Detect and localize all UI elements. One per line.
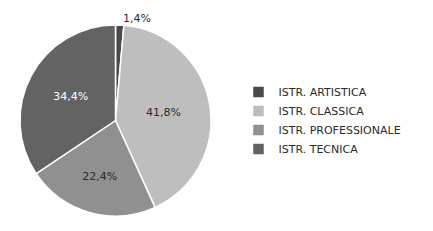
svg-text:1,4%: 1,4% xyxy=(123,12,151,25)
svg-text:22,4%: 22,4% xyxy=(82,170,117,183)
svg-text:ISTR. TECNICA: ISTR. TECNICA xyxy=(279,143,359,156)
svg-text:ISTR. PROFESSIONALE: ISTR. PROFESSIONALE xyxy=(279,124,401,137)
svg-text:ISTR. ARTISTICA: ISTR. ARTISTICA xyxy=(279,86,367,99)
svg-text:41,8%: 41,8% xyxy=(146,106,181,119)
svg-text:ISTR. CLASSICA: ISTR. CLASSICA xyxy=(279,105,365,118)
svg-text:34,4%: 34,4% xyxy=(53,90,88,103)
